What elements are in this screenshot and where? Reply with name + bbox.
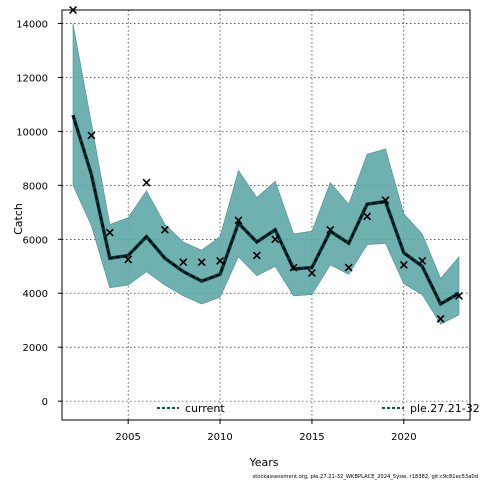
observed-point [399,260,408,269]
observed-point [271,235,280,244]
x-tick-label: 2020 [391,432,416,443]
confidence-band [72,23,460,325]
observed-point [124,255,133,264]
plot-frame [61,9,471,421]
observed-point-stroke [87,131,96,140]
x-tick-label: 2005 [115,432,140,443]
observed-point-stroke [436,314,445,323]
observed-point-stroke [307,269,316,277]
observed-point [252,251,261,260]
observed-point-stroke [252,251,261,260]
observed-point [179,258,188,267]
observed-point [160,225,169,234]
observed-point-stroke [160,225,169,234]
observed-point-stroke [344,263,353,272]
observed-point-stroke [105,228,114,237]
legend-current-label: current [185,402,225,415]
series-observed [69,6,463,323]
observed-point [142,178,151,187]
observed-point-stroke [179,258,188,267]
observed-point [455,291,463,300]
observed-point [216,256,225,265]
y-tick-label: 10000 [16,127,48,138]
observed-point-stroke [381,196,390,205]
observed-point [307,269,316,277]
observed-point-stroke [399,260,408,269]
observed-point [418,256,427,265]
observed-point [363,212,372,221]
observed-point [344,263,353,272]
observed-point [289,263,298,272]
confidence-band-area [72,23,460,325]
legend-observed-label: ple.27.21-32 [410,402,480,415]
footer-text: stockassessment.org, ple.27.21-32_WKBPLA… [253,474,478,480]
observed-point [436,314,445,323]
y-tick-label: 6000 [23,235,48,246]
observed-point-stroke [326,225,335,234]
observed-point [87,131,96,140]
observed-point [326,225,335,234]
y-tick-label: 2000 [23,343,48,354]
current-line-outline [71,114,460,307]
observed-point-stroke [271,235,280,244]
x-tick-label: 2010 [207,432,232,443]
observed-point [197,258,206,267]
y-tick-label: 14000 [16,19,48,30]
observed-point-stroke [124,255,133,264]
x-tick-label: 2015 [299,432,324,443]
y-axis-title: Catch [12,203,25,235]
series-current [71,114,460,307]
observed-point-stroke [197,258,206,267]
legend: current ple.27.21-32 [157,402,480,415]
y-tick-label: 0 [42,397,48,408]
observed-point [234,216,243,225]
observed-point-stroke [418,256,427,265]
observed-point-stroke [234,216,243,225]
x-axis-title: Years [248,456,278,469]
observed-point-stroke [455,291,463,300]
observed-point-stroke [142,178,151,187]
observed-point-stroke [363,212,372,221]
observed-point-stroke [216,256,225,265]
observed-point [381,196,390,205]
y-tick-label: 8000 [23,181,48,192]
axis-ticks: 0 2000 4000 6000 8000 10000 12000 14000 2005 2010… [16,19,416,443]
y-tick-label: 4000 [23,289,48,300]
observed-point-stroke [289,263,298,272]
observed-point [105,228,114,237]
y-tick-label: 12000 [16,73,48,84]
